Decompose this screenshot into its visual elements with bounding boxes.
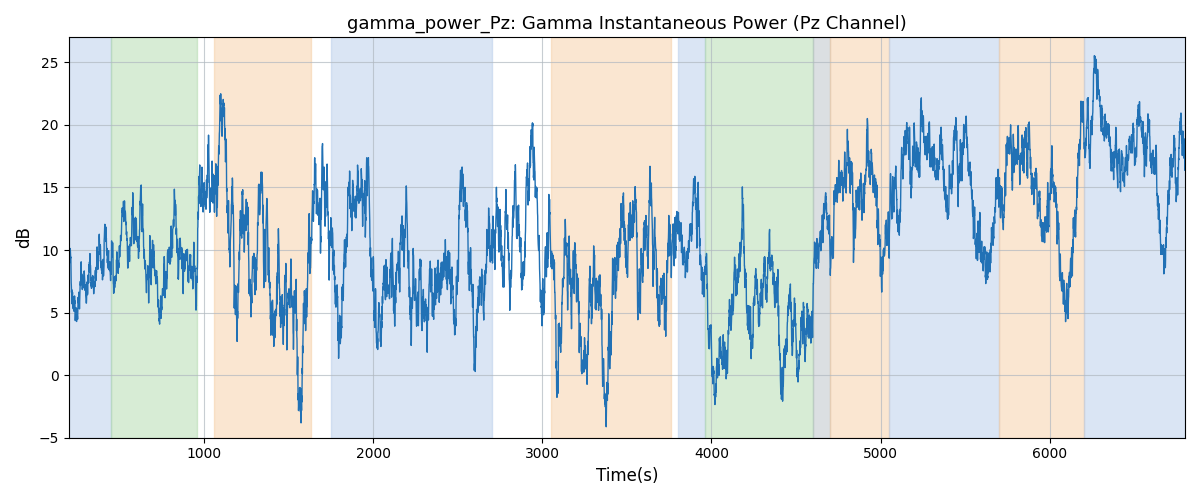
- Bar: [68, 38, 110, 438]
- Bar: [998, 38, 1084, 438]
- Bar: [551, 38, 671, 438]
- Bar: [331, 38, 492, 438]
- Bar: [678, 38, 704, 438]
- Bar: [1084, 38, 1186, 438]
- Bar: [829, 38, 889, 438]
- Bar: [214, 38, 311, 438]
- X-axis label: Time(s): Time(s): [595, 467, 658, 485]
- Bar: [812, 38, 829, 438]
- Bar: [110, 38, 197, 438]
- Bar: [704, 38, 812, 438]
- Bar: [889, 38, 998, 438]
- Title: gamma_power_Pz: Gamma Instantaneous Power (Pz Channel): gamma_power_Pz: Gamma Instantaneous Powe…: [347, 15, 907, 34]
- Y-axis label: dB: dB: [16, 226, 34, 248]
